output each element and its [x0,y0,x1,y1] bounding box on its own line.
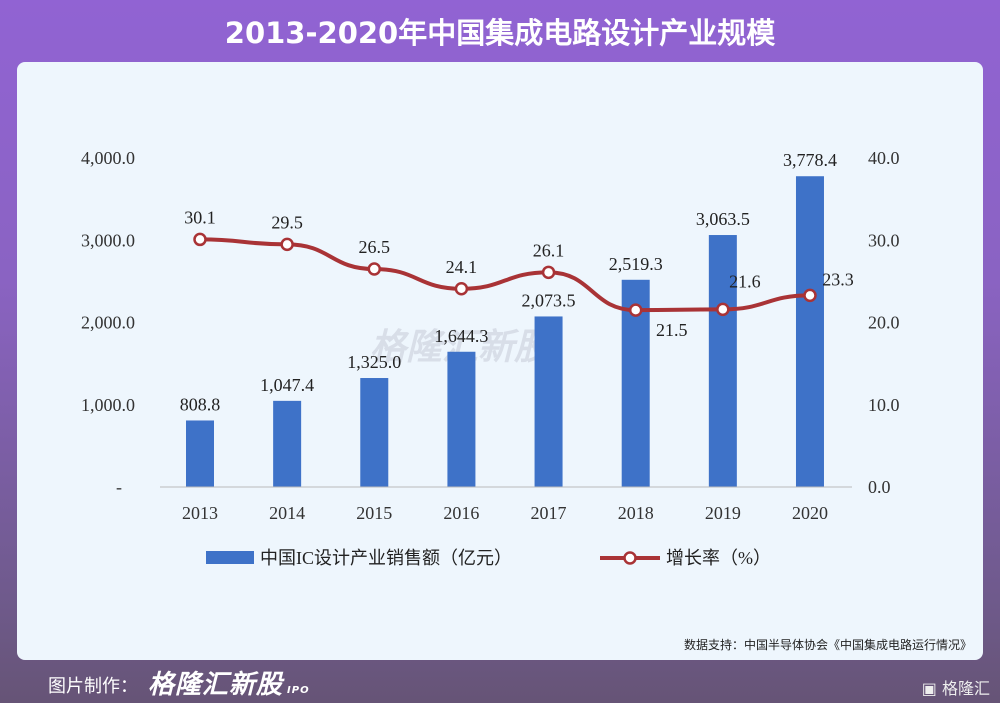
left-axis-tick: - [116,477,122,497]
bar [360,378,389,487]
bar-label: 2,073.5 [522,290,576,310]
x-axis-tick: 2020 [792,503,828,523]
line-point [803,288,817,303]
bar [708,235,737,487]
bar-label: 2,519.3 [609,254,663,274]
line-point [716,302,730,317]
growth-line [199,237,810,313]
x-axis-tick: 2015 [356,503,392,523]
bar-label: 3,063.5 [696,209,750,229]
chart-title: 2013-2020年中国集成电路设计产业规模 [224,16,776,50]
bar-label: 3,778.4 [783,150,837,170]
made-by-label: 图片制作： [48,676,138,697]
bar [534,316,563,487]
brand-text: 格隆汇 [941,679,990,698]
bar-label: 808.8 [180,394,221,414]
line-label: 26.5 [359,237,391,257]
left-axis-tick: 3,000.0 [81,230,135,250]
bar-label: 1,644.3 [434,326,488,346]
legend-bar-swatch [206,551,254,564]
right-axis-tick: 40.0 [868,148,900,168]
logo-ipo: IPO [287,685,310,696]
left-axis-tick: 2,000.0 [81,313,135,333]
left-axis-tick: 1,000.0 [81,395,135,415]
line-label: 21.6 [729,271,761,291]
logo-text: 格隆汇新股 [148,670,284,700]
bar-label: 1,325.0 [347,352,401,372]
line-point [193,232,207,247]
legend-line-label: 增长率（%） [666,548,771,568]
line-point [280,237,294,252]
x-axis-tick: 2014 [269,503,305,523]
line-label: 29.5 [271,212,303,232]
brand-mark: ▣ 格隆汇 [921,679,990,698]
line-point [628,303,643,317]
x-axis-tick: 2013 [182,503,218,523]
line-point [541,265,556,280]
source-note: 数据支持：中国半导体协会《中国集成电路运行情况》 [683,638,972,652]
x-axis-tick: 2019 [705,503,741,523]
x-axis-tick: 2016 [443,503,479,523]
x-axis-tick: 2017 [531,503,567,523]
bar-label: 1,047.4 [260,375,314,395]
left-axis-tick: 4,000.0 [81,148,135,168]
line-label: 30.1 [184,207,216,227]
line-point [367,262,382,276]
bar [447,351,476,487]
line-point [454,282,469,296]
legend-line-marker [623,551,637,565]
logo: 格隆汇新股 IPO [148,664,310,701]
line-label: 23.3 [822,269,854,289]
right-axis-tick: 30.0 [868,230,900,250]
right-axis-tick: 0.0 [868,477,891,497]
right-axis-tick: 20.0 [868,313,900,333]
line-label: 26.1 [533,240,565,260]
x-axis-tick: 2018 [618,503,654,523]
line-label: 21.5 [656,320,688,340]
bar [273,400,302,487]
right-axis-tick: 10.0 [868,395,900,415]
bar [186,420,214,487]
line-label: 24.1 [446,257,478,277]
bar [795,176,824,487]
legend-bar-label: 中国IC设计产业销售额（亿元） [260,548,512,568]
